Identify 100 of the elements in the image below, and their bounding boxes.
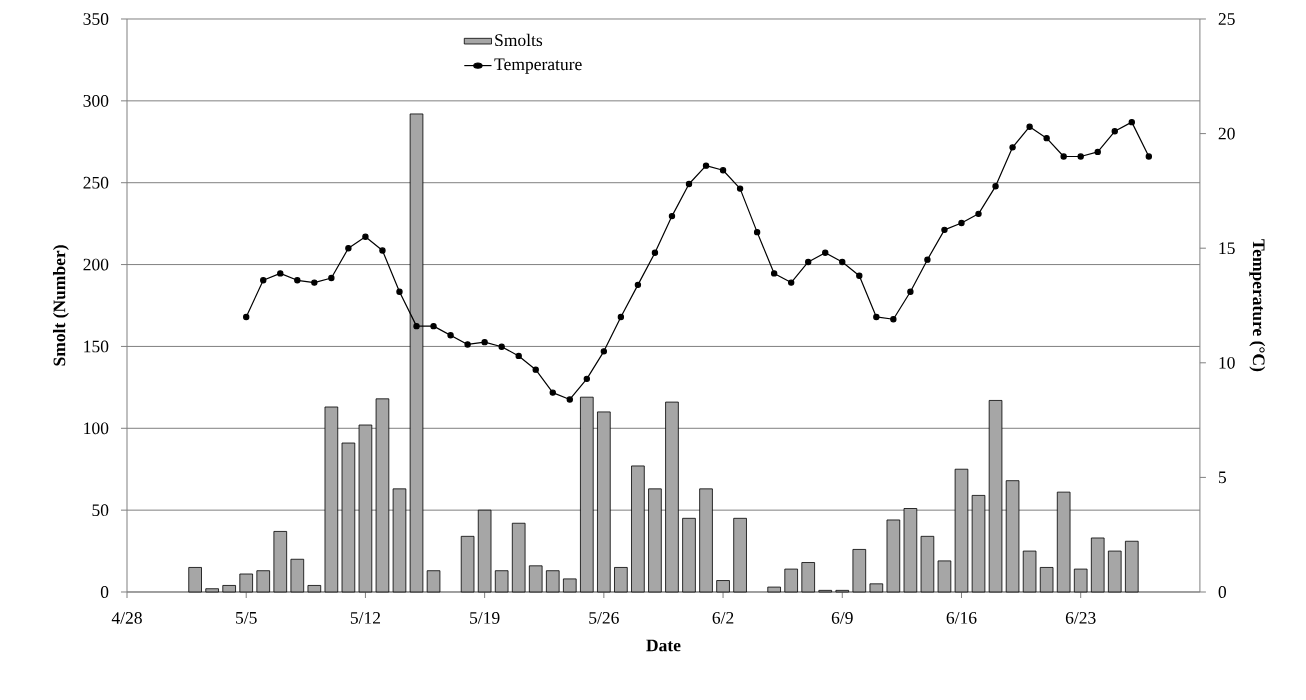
point xyxy=(1043,134,1050,142)
bar xyxy=(426,570,441,593)
bar xyxy=(988,400,1003,593)
point xyxy=(907,288,914,295)
point xyxy=(839,258,846,266)
point xyxy=(770,270,778,277)
y-tick-label: 350 xyxy=(83,13,109,25)
x-tick-label: 5/19 xyxy=(470,612,500,624)
point xyxy=(873,313,880,321)
bar xyxy=(903,508,918,593)
point xyxy=(379,247,386,254)
bar xyxy=(494,570,509,593)
point xyxy=(566,396,573,403)
legend-label: Temperature xyxy=(494,58,582,74)
legend-label: Smolts xyxy=(495,33,543,47)
y2-tick-label: 5 xyxy=(1218,471,1227,484)
bar xyxy=(477,509,492,593)
point xyxy=(1060,153,1067,160)
point xyxy=(583,375,591,383)
point xyxy=(600,348,608,355)
point xyxy=(992,183,999,190)
point xyxy=(498,343,505,350)
point xyxy=(941,226,948,234)
y-tick-label: 100 xyxy=(84,422,109,435)
bar xyxy=(767,586,781,593)
point xyxy=(447,332,454,339)
y2-tick-label: 0 xyxy=(1218,586,1227,598)
bar xyxy=(341,442,356,593)
bar xyxy=(528,565,543,593)
bar xyxy=(511,522,526,593)
y-tick-label: 300 xyxy=(83,94,109,107)
x-tick-label: 5/26 xyxy=(589,612,619,624)
bar xyxy=(563,578,577,593)
bar xyxy=(324,406,339,593)
x-tick-label: 5/5 xyxy=(236,612,257,624)
point xyxy=(549,389,556,396)
point xyxy=(702,162,710,169)
point xyxy=(685,180,693,188)
point xyxy=(668,212,676,220)
y2-tick-label: 15 xyxy=(1219,242,1235,255)
point xyxy=(805,258,812,266)
bar xyxy=(545,570,560,593)
point xyxy=(243,313,250,321)
point xyxy=(1077,153,1084,160)
point xyxy=(975,210,982,218)
bar xyxy=(886,519,901,593)
point xyxy=(260,277,267,284)
bar xyxy=(682,517,696,593)
point xyxy=(787,279,795,286)
bar xyxy=(614,567,628,593)
bar xyxy=(733,517,747,593)
point xyxy=(1111,128,1118,135)
y2-tick-label: 25 xyxy=(1218,13,1235,25)
bar xyxy=(188,567,202,593)
bar xyxy=(273,531,288,593)
point xyxy=(413,322,420,330)
bar xyxy=(597,411,611,593)
bar xyxy=(290,558,305,593)
y-tick-label: 0 xyxy=(100,586,109,598)
point xyxy=(753,228,761,236)
point xyxy=(1026,123,1033,130)
point xyxy=(430,322,437,330)
point xyxy=(736,185,744,192)
bar xyxy=(1125,540,1139,593)
y2-tick-label: 20 xyxy=(1218,127,1235,140)
point xyxy=(328,274,335,282)
bar xyxy=(256,570,271,593)
x-tick-label: 5/12 xyxy=(350,612,381,624)
bar xyxy=(222,585,236,593)
point xyxy=(396,288,403,295)
point xyxy=(1128,118,1135,126)
point xyxy=(924,256,931,263)
point xyxy=(1145,153,1153,160)
y-tick-label: 150 xyxy=(84,340,109,353)
bar xyxy=(239,573,253,593)
point xyxy=(634,281,642,289)
bar xyxy=(801,562,815,593)
bar xyxy=(716,580,730,593)
bar xyxy=(1090,537,1105,593)
y-tick-label: 50 xyxy=(92,504,109,517)
x-tick-label: 6/2 xyxy=(712,612,734,624)
bar xyxy=(1039,567,1054,593)
point xyxy=(1009,144,1016,151)
bar xyxy=(1056,491,1071,593)
bar xyxy=(665,401,679,593)
y2-axis-title: Temperature (°C) xyxy=(1249,239,1266,372)
point xyxy=(362,233,369,240)
point xyxy=(1094,148,1101,156)
bar xyxy=(205,588,219,593)
x-tick-label: 6/16 xyxy=(946,612,977,624)
bar xyxy=(392,488,407,593)
bar xyxy=(869,583,884,593)
bar xyxy=(307,585,322,593)
bar xyxy=(1073,568,1088,593)
point xyxy=(651,249,659,256)
point xyxy=(277,270,284,277)
x-tick-label: 6/9 xyxy=(831,612,853,624)
bar xyxy=(954,468,969,593)
point xyxy=(345,245,352,252)
bar xyxy=(784,568,798,593)
